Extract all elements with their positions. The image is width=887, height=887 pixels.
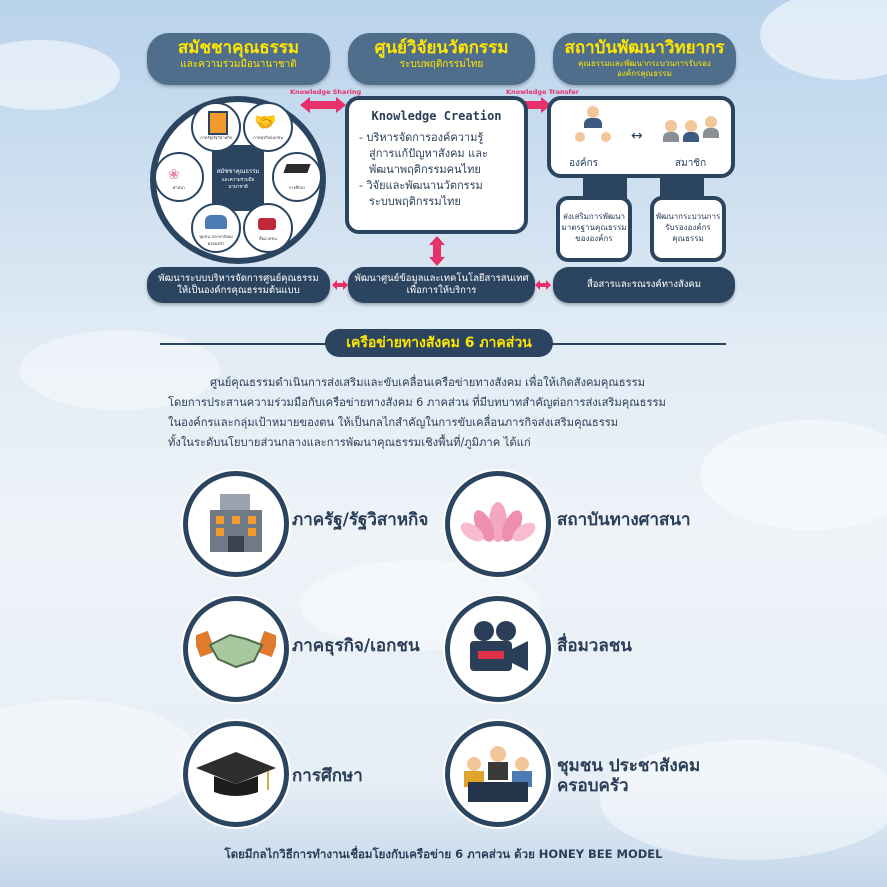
node-community: ชุมชน ประชาสังคม ครอบครัว <box>191 203 241 253</box>
graduation-cap-icon <box>196 752 276 796</box>
header-subtitle: และความร่วมมือนานาชาติ <box>180 59 297 70</box>
lotus-icon: ❀ <box>168 167 180 183</box>
sector-media-label: สื่อมวลชน <box>557 636 632 656</box>
header-subtitle: คุณธรรมและพัฒนากระบวนการรับรอง <box>578 59 711 68</box>
pill-line: ให้เป็นองค์กรคุณธรรมต้นแบบ <box>177 285 300 296</box>
header-title: สมัชชาคุณธรรม <box>177 38 300 58</box>
node-media: สื่อมวลชน <box>243 203 293 253</box>
sector-government-circle <box>183 471 289 577</box>
organization-people-icon <box>575 106 611 146</box>
camera-icon <box>258 218 276 230</box>
knowledge-item: พัฒนาพฤติกรรมคนไทย <box>369 163 481 176</box>
knowledge-item: ระบบพฤติกรรมไทย <box>369 195 461 208</box>
sub-box-line: ส่งเสริมการพัฒนา <box>562 212 626 221</box>
sector-education-label: การศึกษา <box>292 766 363 786</box>
sub-box-line: พัฒนากระบวนการ <box>655 212 721 221</box>
node-label: ชุมชน ประชาสังคม ครอบครัว <box>199 234 233 246</box>
knowledge-creation-title: Knowledge Creation <box>371 109 502 123</box>
header-moral-assembly: สมัชชาคุณธรรม และความร่วมมือนานาชาติ <box>147 33 330 85</box>
sector-media-circle <box>445 596 551 702</box>
graduation-cap-icon <box>283 164 311 173</box>
network-center: สมัชชาคุณธรรม และความร่วมมือนานาชาติ <box>212 145 264 211</box>
sector-religion-circle <box>445 471 551 577</box>
sector-business-label: ภาคธุรกิจ/เอกชน <box>292 636 420 656</box>
header-title: สถาบันพัฒนาวิทยากร <box>564 38 725 58</box>
sector-religion-label: สถาบันทางศาสนา <box>557 510 691 530</box>
header-subtitle: ระบบพฤติกรรมไทย <box>399 59 484 70</box>
sector-business-circle <box>183 596 289 702</box>
node-label: สื่อมวลชน <box>259 236 277 241</box>
community-icon <box>464 746 532 802</box>
community-icon <box>205 215 227 229</box>
double-arrow-icon <box>300 97 346 113</box>
organization-box: ↔ องค์กร สมาชิก <box>547 96 735 178</box>
network-center-subtitle: และความร่วมมือนานาชาติ <box>221 178 255 190</box>
knowledge-sharing-label: Knowledge Sharing <box>290 88 362 96</box>
pill-communication: สื่อสารและรณรงค์ทางสังคม <box>553 267 735 303</box>
node-label: ภาครัฐ/รัฐวิสาหกิจ <box>200 135 232 140</box>
sub-box-line: ขององค์กร <box>575 234 613 243</box>
node-religion: ❀ ศาสนา <box>154 152 204 202</box>
pill-information-center: พัฒนาศูนย์ข้อมูลและเทคโนโลยีสารสนเทศ เพื… <box>348 267 535 303</box>
sub-box-certification: พัฒนากระบวนการ รับรององค์กร คุณธรรม <box>650 196 726 262</box>
pill-line: เพื่อการให้บริการ <box>406 285 477 296</box>
section-paragraph: ศูนย์คุณธรรมดำเนินการส่งเสริมและขับเคลื่… <box>168 373 728 453</box>
network-center-title: สมัชชาคุณธรรม <box>216 168 260 175</box>
member-label: สมาชิก <box>675 158 707 169</box>
pill-line: พัฒนาระบบบริหารจัดการศูนย์คุณธรรม <box>158 273 319 284</box>
knowledge-item: - วิจัยและพัฒนานวัตกรรม <box>359 179 483 192</box>
sector-community-label: ชุมชน ประชาสังคม ครอบครัว <box>557 756 700 796</box>
node-government: ภาครัฐ/รัฐวิสาหกิจ <box>191 102 241 152</box>
double-arrow-icon <box>332 280 348 290</box>
knowledge-item: - บริหารจัดการองค์ความรู้ <box>359 131 484 144</box>
pill-line: พัฒนาศูนย์ข้อมูลและเทคโนโลยีสารสนเทศ <box>354 273 529 284</box>
cloud <box>700 420 887 530</box>
node-label: ภาคธุรกิจ/เอกชน <box>253 135 283 140</box>
building-icon <box>210 494 262 552</box>
pill-management-system: พัฒนาระบบบริหารจัดการศูนย์คุณธรรม ให้เป็… <box>147 267 330 303</box>
node-business: 🤝 ภาคธุรกิจ/เอกชน <box>243 102 293 152</box>
paragraph-line: ในองค์กรและกลุ่มเป้าหมายของตน ให้เป็นกลไ… <box>168 416 619 429</box>
header-research-center: ศูนย์วิจัยนวัตกรรม ระบบพฤติกรรมไทย <box>348 33 535 85</box>
lotus-icon <box>460 502 536 542</box>
cloud <box>760 0 887 80</box>
header-trainer-institute: สถาบันพัฒนาวิทยากร คุณธรรมและพัฒนากระบวน… <box>553 33 736 85</box>
building-icon <box>208 111 228 135</box>
sector-community-label-line: ชุมชน ประชาสังคม <box>557 756 701 776</box>
handshake-icon: 🤝 <box>254 112 277 133</box>
footer-text: โดยมีกลไกวิธีการทำงานเชื่อมโยงกับเครือข่… <box>224 847 663 861</box>
pill-line: สื่อสารและรณรงค์ทางสังคม <box>586 279 702 290</box>
header-title: ศูนย์วิจัยนวัตกรรม <box>374 38 509 58</box>
node-education: การศึกษา <box>272 152 322 202</box>
handshake-icon <box>196 630 276 669</box>
double-arrow-icon <box>535 280 551 290</box>
cloud <box>600 740 887 860</box>
paragraph-line: โดยการประสานความร่วมมือกับเครือข่ายทางสั… <box>168 396 666 409</box>
sector-government-label: ภาครัฐ/รัฐวิสาหกิจ <box>292 510 429 530</box>
section-title: เครือข่ายทางสังคม 6 ภาคส่วน <box>325 329 553 357</box>
node-label: ศาสนา <box>172 185 186 190</box>
knowledge-item: สู่การแก้ปัญหาสังคม และ <box>369 147 488 160</box>
sub-box-line: รับรององค์กร <box>665 223 711 232</box>
member-people-icon <box>663 114 719 144</box>
header-subtitle: องค์กรคุณธรรม <box>617 69 672 78</box>
camera-icon <box>470 621 528 671</box>
exchange-arrow-icon: ↔ <box>631 128 643 144</box>
knowledge-creation-box: Knowledge Creation - บริหารจัดการองค์ควา… <box>345 96 528 234</box>
paragraph-line: ทั้งในระดับนโยบายส่วนกลางและการพัฒนาคุณธ… <box>168 436 531 449</box>
paragraph-line: ศูนย์คุณธรรมดำเนินการส่งเสริมและขับเคลื่… <box>210 376 645 389</box>
org-label: องค์กร <box>569 158 599 169</box>
cloud <box>0 40 120 110</box>
node-label: การศึกษา <box>288 185 306 190</box>
sub-box-line: มาตรฐานคุณธรรม <box>561 223 627 232</box>
vertical-double-arrow-icon <box>429 236 445 266</box>
sub-box-line: คุณธรรม <box>672 234 704 243</box>
sector-community-label-line: ครอบครัว <box>557 776 629 796</box>
knowledge-transfer-label: Knowledge Transfer <box>506 88 579 96</box>
cloud <box>0 700 200 820</box>
sub-box-standards: ส่งเสริมการพัฒนา มาตรฐานคุณธรรม ขององค์ก… <box>556 196 632 262</box>
sector-community-circle <box>445 721 551 827</box>
sector-education-circle <box>183 721 289 827</box>
